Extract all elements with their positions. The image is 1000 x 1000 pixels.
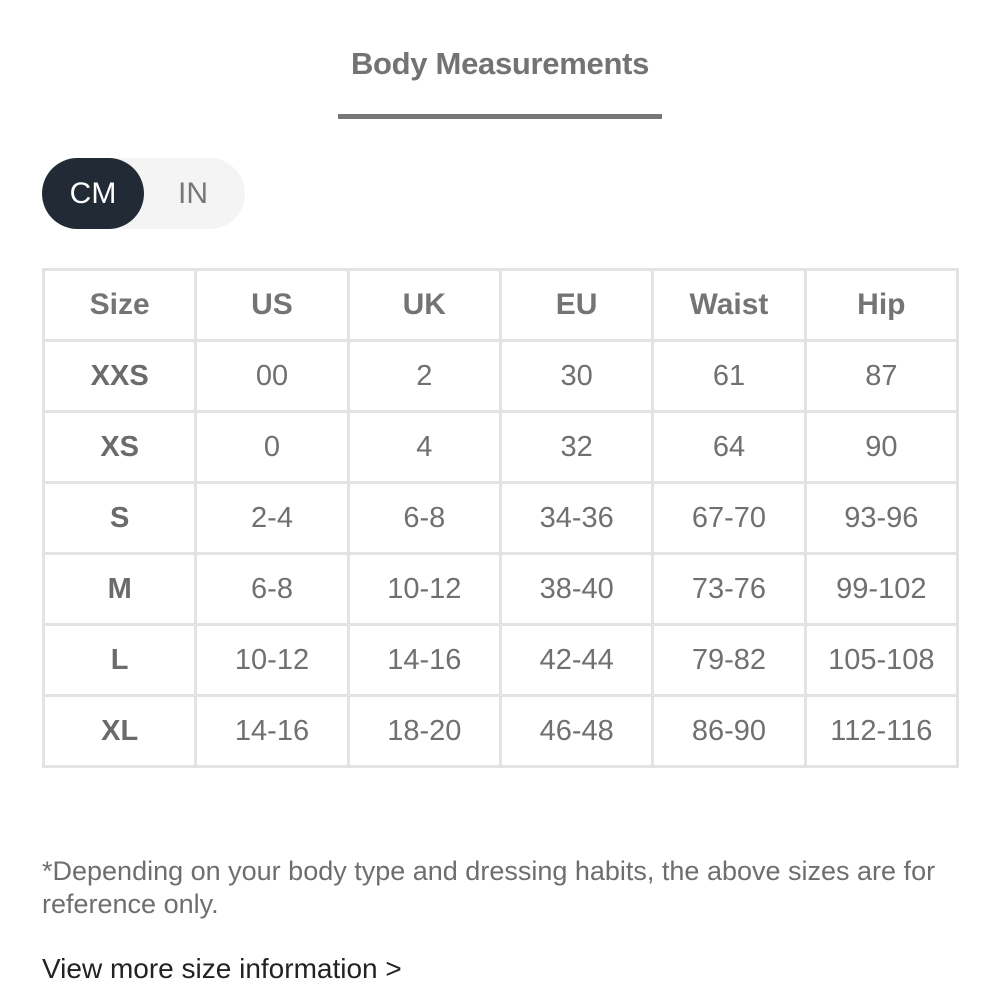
table-cell: 79-82 [651, 623, 807, 697]
table-cell: 112-116 [803, 694, 960, 768]
table-cell: 6-8 [346, 481, 502, 555]
table-cell: 105-108 [803, 623, 960, 697]
size-label-cell: XL [41, 694, 198, 768]
table-cell: 34-36 [498, 481, 655, 555]
unit-option-cm[interactable]: CM [42, 158, 144, 229]
table-cell: 18-20 [346, 694, 502, 768]
table-cell: 64 [651, 410, 807, 484]
table-cell: 14-16 [194, 694, 350, 768]
table-cell: 10-12 [346, 552, 502, 626]
page-title: Body Measurements [350, 46, 650, 81]
view-more-size-info-link[interactable]: View more size information > [42, 953, 402, 984]
size-label-cell: L [41, 623, 198, 697]
table-cell: 30 [498, 339, 655, 413]
table-cell: 87 [803, 339, 960, 413]
size-label-cell: M [41, 552, 198, 626]
table-cell: 42-44 [498, 623, 655, 697]
table-cell: 0 [194, 410, 350, 484]
size-table: Size US UK EU Waist Hip XXS 00 2 30 61 87 XS 0 4 32 64 9… [41, 268, 960, 768]
size-label-cell: XXS [41, 339, 198, 413]
column-header-us: US [194, 268, 350, 342]
unit-toggle[interactable]: CM IN [42, 158, 245, 229]
table-cell: 4 [346, 410, 502, 484]
table-cell: 6-8 [194, 552, 350, 626]
column-header-size: Size [41, 268, 198, 342]
table-cell: 86-90 [651, 694, 807, 768]
table-cell: 00 [194, 339, 350, 413]
table-cell: 99-102 [803, 552, 960, 626]
table-row: XXS 00 2 30 61 87 [41, 339, 960, 413]
table-cell: 93-96 [803, 481, 960, 555]
table-cell: 90 [803, 410, 960, 484]
table-cell: 14-16 [346, 623, 502, 697]
table-cell: 73-76 [651, 552, 807, 626]
table-row: XL 14-16 18-20 46-48 86-90 112-116 [41, 694, 960, 768]
column-header-eu: EU [498, 268, 655, 342]
table-cell: 32 [498, 410, 655, 484]
table-row: L 10-12 14-16 42-44 79-82 105-108 [41, 623, 960, 697]
column-header-uk: UK [346, 268, 502, 342]
table-cell: 2 [346, 339, 502, 413]
table-cell: 38-40 [498, 552, 655, 626]
column-header-waist: Waist [651, 268, 807, 342]
table-row: XS 0 4 32 64 90 [41, 410, 960, 484]
table-cell: 10-12 [194, 623, 350, 697]
table-cell: 46-48 [498, 694, 655, 768]
reference-note: *Depending on your body type and dressin… [42, 856, 936, 919]
title-underline [338, 114, 662, 119]
table-row: M 6-8 10-12 38-40 73-76 99-102 [41, 552, 960, 626]
table-cell: 67-70 [651, 481, 807, 555]
table-cell: 2-4 [194, 481, 350, 555]
table-header-row: Size US UK EU Waist Hip [41, 268, 960, 342]
table-cell: 61 [651, 339, 807, 413]
size-label-cell: S [41, 481, 198, 555]
unit-option-in[interactable]: IN [178, 177, 208, 210]
column-header-hip: Hip [803, 268, 960, 342]
table-row: S 2-4 6-8 34-36 67-70 93-96 [41, 481, 960, 555]
size-label-cell: XS [41, 410, 198, 484]
